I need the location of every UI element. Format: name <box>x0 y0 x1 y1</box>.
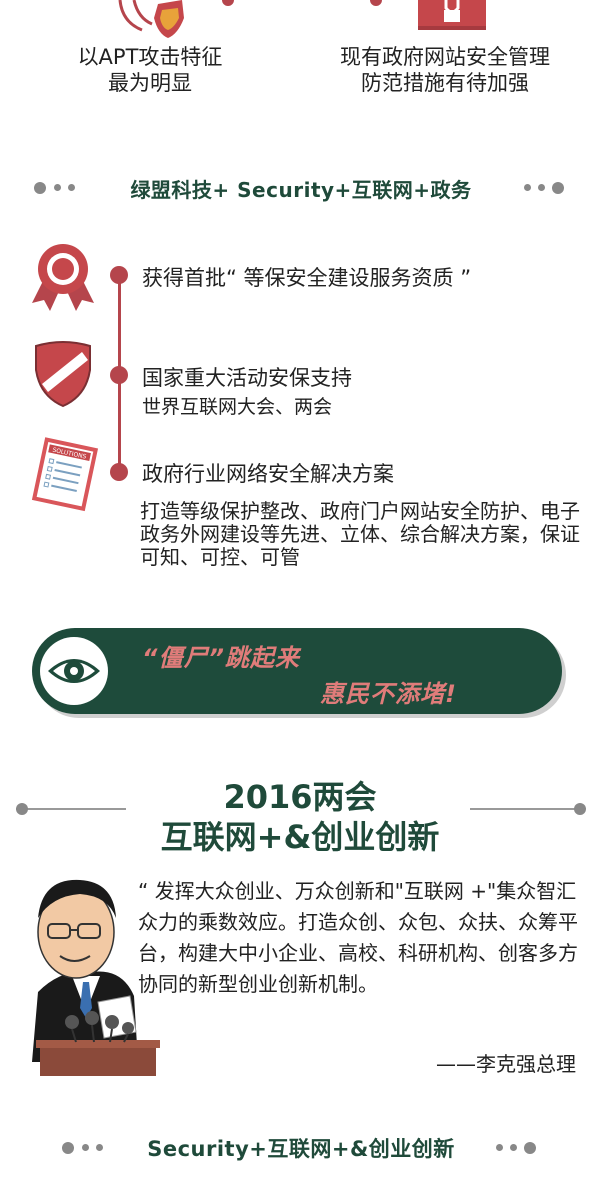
divider-right-dot <box>574 803 586 815</box>
item1-title: 获得首批“ 等保安全建设服务资质 ” <box>142 266 472 290</box>
timeline-dot <box>110 463 128 481</box>
header-dot <box>538 184 545 191</box>
item2-sub: 世界互联网大会、两会 <box>142 396 333 418</box>
top-dot-left <box>222 0 234 6</box>
header-dot <box>510 1144 517 1151</box>
header-dot <box>34 182 46 194</box>
divider-right <box>470 808 580 810</box>
quote-author: ——李克强总理 <box>436 1052 576 1076</box>
header-dot <box>82 1144 89 1151</box>
lock-icon <box>418 0 486 30</box>
top-right-caption: 现有政府网站安全管理 防范措施有待加强 <box>320 44 570 96</box>
header-dot <box>54 184 61 191</box>
heading-2016-line1: 2016两会 <box>223 778 377 816</box>
top-right-line1: 现有政府网站安全管理 <box>340 45 550 69</box>
eye-icon <box>40 637 108 705</box>
item2-title: 国家重大活动安保支持 <box>142 366 352 390</box>
top-right-line2: 防范措施有待加强 <box>361 71 529 95</box>
top-dot-right <box>370 0 382 6</box>
top-left-line1: 以APT攻击特征 <box>77 45 223 69</box>
premier-illustration <box>12 872 162 1082</box>
timeline-dot <box>110 366 128 384</box>
section1-title: 绿盟科技+ Security+互联网+政务 <box>130 178 472 202</box>
heading-2016-line2: 互联网+&创业创新 <box>160 818 440 856</box>
zombie-banner: “僵尸”跳起来 惠民不添堵! <box>32 628 562 714</box>
divider-left-dot <box>16 803 28 815</box>
award-ribbon-icon <box>30 243 96 311</box>
divider-left <box>16 808 126 810</box>
item3-title: 政府行业网络安全解决方案 <box>142 462 394 486</box>
section3-title: Security+互联网+&创业创新 <box>147 1137 455 1161</box>
header-dot <box>496 1144 503 1151</box>
header-dot <box>524 184 531 191</box>
timeline-dot <box>110 266 128 284</box>
solutions-clipboard-icon: SOLUTIONS <box>24 436 104 512</box>
banner-line2: 惠民不添堵! <box>320 680 457 708</box>
header-dot <box>68 184 75 191</box>
globe-shield-icon <box>112 0 238 40</box>
top-left-line2: 最为明显 <box>108 71 192 95</box>
header-dot <box>96 1144 103 1151</box>
header-dot <box>62 1142 74 1154</box>
top-left-caption: 以APT攻击特征 最为明显 <box>50 44 250 96</box>
header-dot <box>524 1142 536 1154</box>
item3-sub: 打造等级保护整改、政府门户网站安全防护、电子政务外网建设等先进、立体、综合解决方… <box>140 499 580 569</box>
premier-quote: “ 发挥大众创业、万众创新和"互联网 +"集众智汇众力的乘数效应。打造众创、众包… <box>138 879 578 996</box>
header-dot <box>552 182 564 194</box>
shield-badge-icon <box>32 340 94 408</box>
banner-line1: “僵尸”跳起来 <box>142 644 300 672</box>
